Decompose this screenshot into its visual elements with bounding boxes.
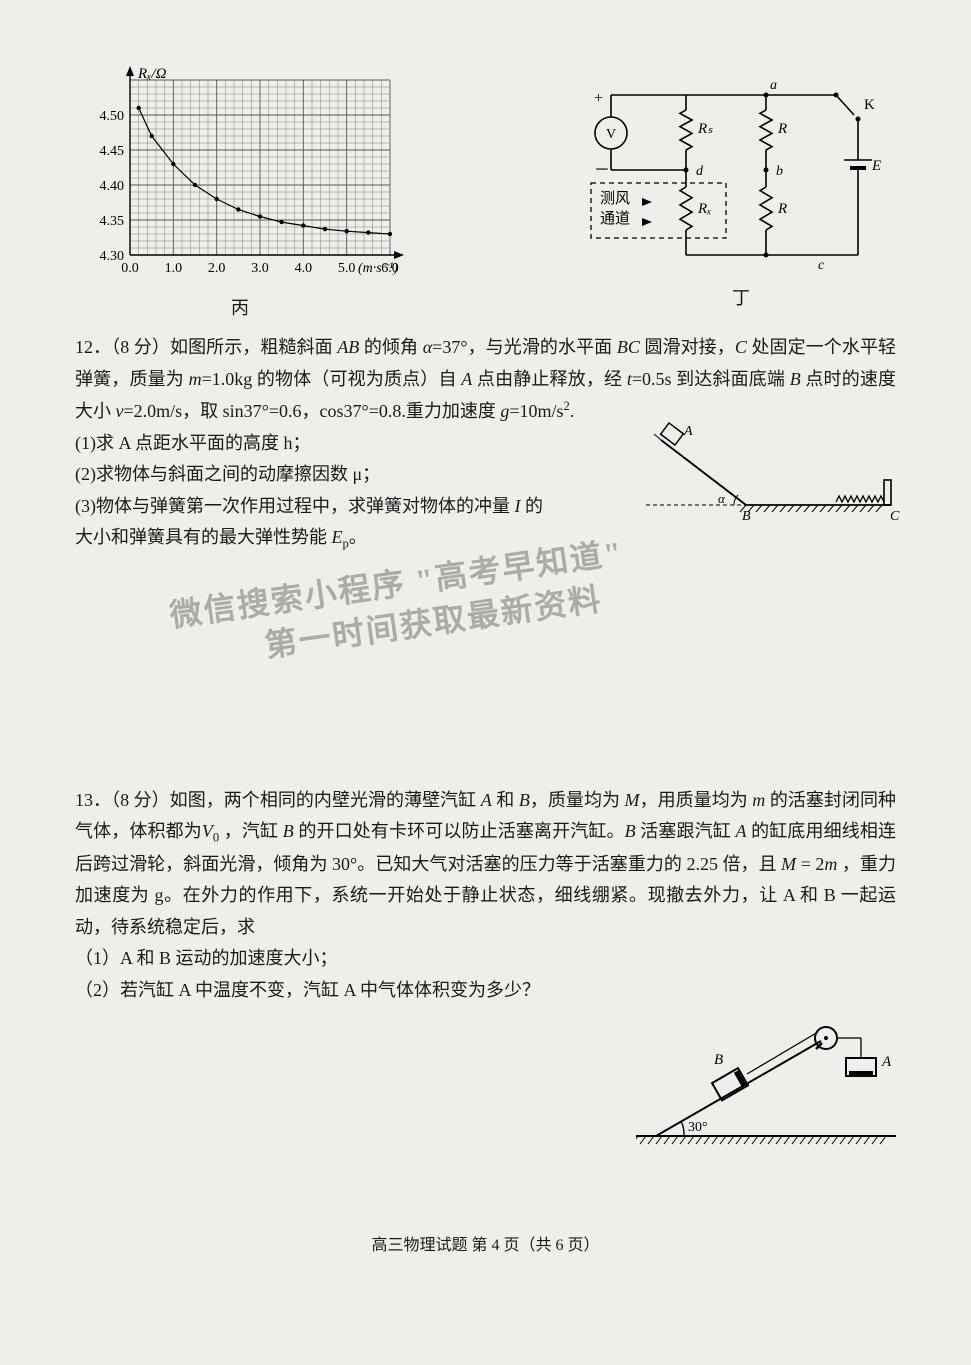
svg-text:α: α [718, 491, 726, 506]
svg-text:30°: 30° [688, 1120, 708, 1135]
svg-text:b: b [776, 164, 783, 179]
q12-figure: α A B C [646, 420, 906, 530]
q13-header: 13．（8 分）如图，两个相同的内壁光滑的薄壁汽缸 A 和 B，质量均为 M，用… [75, 785, 896, 944]
circuit-label: 丁 [586, 284, 896, 310]
watermark-line2: 第一时间获取最新资料 [173, 549, 813, 681]
svg-text:A: A [683, 424, 693, 439]
page-footer: 高三物理试题 第 4 页（共 6 页） [0, 1231, 971, 1255]
svg-text:A: A [881, 1054, 892, 1070]
svg-text:V: V [606, 127, 616, 142]
chart-container: 4.304.354.404.454.500.01.02.03.04.05.06.… [75, 60, 405, 320]
q12-header: 12．（8 分）如图所示，粗糙斜面 AB 的倾角 α=37°，与光滑的水平面 B… [75, 332, 896, 428]
question-12: 12．（8 分）如图所示，粗糙斜面 AB 的倾角 α=37°，与光滑的水平面 B… [75, 332, 896, 555]
svg-text:3.0: 3.0 [251, 261, 269, 276]
svg-text:Rₓ/Ω: Rₓ/Ω [137, 66, 167, 82]
svg-text:E: E [871, 158, 881, 174]
circuit-container: V + － Rₛ d Rₓ 测风通道 b R Rc a K E 丁 [586, 75, 896, 310]
question-13: 13．（8 分）如图，两个相同的内壁光滑的薄壁汽缸 A 和 B，质量均为 M，用… [75, 785, 896, 1007]
q13-figure: B A 30° [636, 1016, 896, 1156]
svg-text:+: + [594, 90, 603, 107]
svg-text:R: R [777, 121, 787, 137]
svg-text:Rₛ: Rₛ [697, 121, 713, 137]
svg-text:5.0: 5.0 [338, 261, 356, 276]
svg-text:R: R [777, 201, 787, 217]
chart-label: 丙 [75, 294, 405, 320]
svg-text:1.0: 1.0 [165, 261, 183, 276]
top-figures-row: 4.304.354.404.454.500.01.02.03.04.05.06.… [75, 60, 896, 320]
svg-text:4.50: 4.50 [100, 109, 125, 124]
circuit-svg: V + － Rₛ d Rₓ 测风通道 b R Rc a K E [586, 75, 896, 275]
svg-text:Rₓ: Rₓ [697, 201, 711, 217]
svg-text:c: c [818, 258, 825, 273]
svg-text:－: － [594, 162, 610, 179]
svg-text:测风: 测风 [600, 190, 630, 207]
q13-p1: （1）A 和 B 运动的加速度大小； [75, 943, 896, 975]
svg-text:a: a [770, 78, 777, 93]
svg-text:4.0: 4.0 [295, 261, 313, 276]
svg-text:通道: 通道 [600, 210, 630, 227]
svg-text:0.0: 0.0 [121, 261, 139, 276]
q13-p2: （2）若汽缸 A 中温度不变，汽缸 A 中气体体积变为多少？ [75, 975, 896, 1007]
svg-text:B: B [714, 1052, 723, 1068]
svg-text:d: d [696, 164, 704, 179]
chart-svg: 4.304.354.404.454.500.01.02.03.04.05.06.… [75, 60, 405, 290]
svg-text:C: C [890, 509, 900, 524]
svg-text:(m·s⁻¹): (m·s⁻¹) [358, 261, 398, 276]
svg-text:2.0: 2.0 [208, 261, 226, 276]
svg-text:4.35: 4.35 [100, 214, 125, 229]
svg-text:B: B [742, 509, 751, 524]
svg-text:4.45: 4.45 [100, 144, 125, 159]
svg-text:K: K [864, 97, 875, 113]
svg-text:4.40: 4.40 [100, 179, 125, 194]
